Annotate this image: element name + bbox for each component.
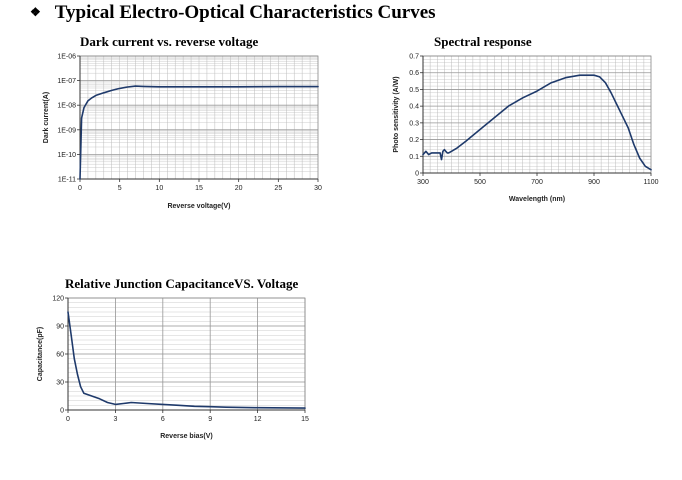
cap-y-tick-label: 30: [56, 380, 64, 387]
dark-y-tick-label: 1E-11: [58, 177, 76, 184]
dark-series-line: [79, 85, 319, 180]
spectral-y-axis-label: Photo sensitivity (A/W): [393, 76, 400, 152]
cap-y-tick-label: 120: [52, 296, 64, 303]
spectral-y-tick-label: 0.2: [409, 137, 419, 144]
heading-text: Typical Electro-Optical Characteristics …: [54, 2, 436, 23]
cap-x-tick-label: 15: [301, 416, 309, 423]
spectral-x-tick-label: 500: [474, 179, 486, 186]
spectral-y-tick-label: 0.1: [409, 154, 419, 161]
heading-bullet-icon: ❖: [30, 5, 41, 19]
spectral-x-tick-label: 300: [417, 179, 429, 186]
dark-x-tick-label: 25: [274, 185, 282, 192]
dark-x-tick-label: 5: [118, 185, 122, 192]
cap-series-line: [67, 311, 306, 409]
spectral-y-tick-label: 0.4: [409, 104, 419, 111]
dark-x-tick-label: 15: [195, 185, 203, 192]
spectral-y-tick-label: 0.7: [409, 54, 419, 61]
dark-x-axis-label: Reverse voltage(V): [167, 203, 230, 210]
dark-y-tick-label: 1E-07: [57, 78, 76, 85]
cap-x-tick-label: 3: [113, 416, 117, 423]
dark-y-axis-label: Dark current(A): [43, 92, 50, 143]
cap-x-tick-label: 12: [254, 416, 262, 423]
cap-x-tick-label: 6: [161, 416, 165, 423]
dark-x-tick-label: 0: [78, 185, 82, 192]
dark-y-tick-label: 1E-10: [57, 152, 76, 159]
cap-x-axis-label: Reverse bias(V): [160, 433, 213, 440]
spectral-series-line: [422, 74, 652, 171]
dark-y-tick-label: 1E-08: [57, 103, 76, 110]
spectral-x-tick-label: 900: [588, 179, 600, 186]
dark-x-tick-label: 10: [155, 185, 163, 192]
spectral-y-tick-label: 0.3: [409, 120, 419, 127]
cap-y-axis-label: Capacitance(pF): [37, 327, 44, 381]
spectral-y-tick-label: 0: [415, 171, 419, 178]
dark-x-tick-label: 20: [235, 185, 243, 192]
cap-y-tick-label: 60: [56, 352, 64, 359]
dark-y-tick-label: 1E-06: [57, 54, 76, 61]
cap-x-tick-label: 0: [66, 416, 70, 423]
spectral-x-axis-label: Wavelength (nm): [509, 196, 565, 203]
spectral-x-tick-label: 1100: [643, 179, 658, 186]
dark-x-tick-label: 30: [314, 185, 322, 192]
cap-x-tick-label: 9: [208, 416, 212, 423]
spectral-response-chart-title: Spectral response: [434, 34, 532, 49]
spectral-y-tick-label: 0.6: [409, 70, 419, 77]
cap-y-tick-label: 0: [60, 408, 64, 415]
capacitance-chart-title: Relative Junction CapacitanceVS. Voltage: [65, 276, 299, 291]
dark-current-chart-title: Dark current vs. reverse voltage: [80, 34, 259, 49]
page-heading: ❖ Typical Electro-Optical Characteristics…: [30, 2, 436, 24]
cap-y-tick-label: 90: [56, 324, 64, 331]
spectral-x-tick-label: 700: [531, 179, 543, 186]
spectral-y-tick-label: 0.5: [409, 87, 419, 94]
dark-y-tick-label: 1E-09: [57, 127, 76, 134]
